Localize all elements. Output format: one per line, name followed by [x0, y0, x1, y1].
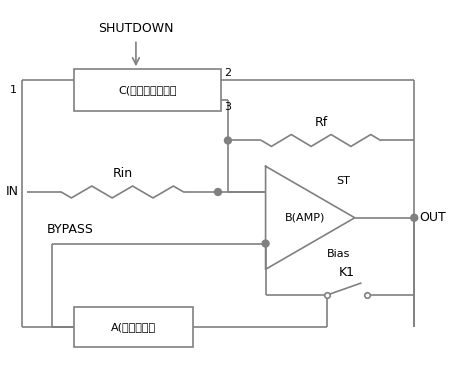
Text: OUT: OUT — [419, 211, 446, 224]
Bar — [74, 69, 221, 111]
Text: Rf: Rf — [314, 116, 328, 129]
Text: Bias: Bias — [327, 249, 350, 259]
Text: 2: 2 — [224, 68, 231, 78]
Text: 1: 1 — [10, 85, 17, 95]
Text: A(偏置电路）: A(偏置电路） — [111, 322, 156, 332]
Circle shape — [225, 137, 231, 144]
Text: Rin: Rin — [112, 167, 133, 180]
Text: K1: K1 — [339, 266, 355, 279]
Text: IN: IN — [6, 186, 19, 199]
Text: BYPASS: BYPASS — [46, 223, 93, 236]
Text: C(延迟控制电路）: C(延迟控制电路） — [119, 85, 177, 95]
Bar — [74, 307, 193, 346]
Text: B(AMP): B(AMP) — [285, 213, 326, 223]
Text: 3: 3 — [224, 102, 231, 112]
Circle shape — [215, 189, 221, 196]
Text: SHUTDOWN: SHUTDOWN — [98, 21, 174, 34]
Circle shape — [262, 240, 269, 247]
Text: ST: ST — [336, 176, 350, 186]
Circle shape — [411, 214, 418, 221]
